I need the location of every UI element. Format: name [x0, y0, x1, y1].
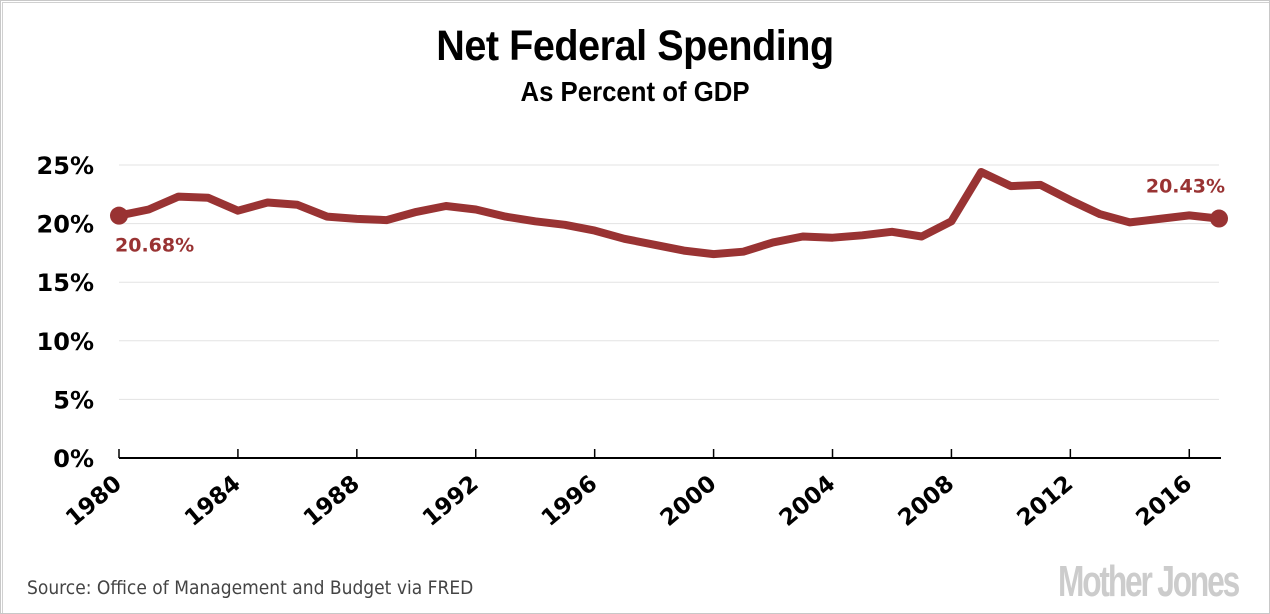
start-value-label: 20.68% — [115, 235, 194, 257]
y-tick-label: 5% — [53, 386, 94, 414]
source-note: Source: Office of Management and Budget … — [27, 577, 474, 599]
x-axis: 1980 1984 1988 1992 1996 2000 2004 2008 2012 2016 — [61, 449, 1221, 532]
y-tick-label: 0% — [53, 445, 94, 473]
chart-subtitle: As Percent of GDP — [520, 76, 750, 107]
y-axis: 0% 5% 10% 15% 20% 25% — [37, 152, 94, 473]
gridlines — [119, 164, 1219, 400]
x-tick-label: 1996 — [537, 471, 603, 532]
x-tick-label: 1992 — [418, 471, 484, 532]
start-point-marker — [110, 206, 128, 225]
annotations: 20.68% 20.43% — [115, 176, 1225, 257]
y-tick-label: 15% — [37, 269, 94, 297]
x-tick-label: 2012 — [1012, 471, 1078, 532]
y-tick-label: 10% — [37, 328, 94, 356]
end-value-label: 20.43% — [1146, 176, 1225, 198]
x-tick-label: 2016 — [1131, 471, 1197, 532]
series — [110, 168, 1228, 259]
mother-jones-logo: Mother Jones — [1057, 557, 1240, 606]
end-point-marker — [1210, 209, 1228, 228]
x-tick-label: 2000 — [656, 471, 722, 532]
x-tick-label: 2008 — [894, 471, 960, 532]
y-tick-label: 25% — [37, 152, 94, 180]
y-tick-label: 20% — [37, 211, 94, 239]
series-line — [115, 168, 1223, 259]
x-tick-label: 1984 — [180, 471, 246, 532]
chart-title: Net Federal Spending — [436, 22, 834, 70]
x-tick-label: 2004 — [775, 471, 841, 532]
x-tick-label: 1988 — [299, 471, 365, 532]
x-tick-label: 1980 — [61, 471, 127, 532]
